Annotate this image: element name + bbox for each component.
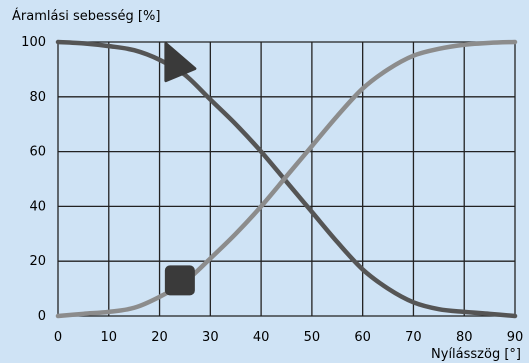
x-tick-label: 10 <box>101 330 118 345</box>
x-tick-label: 0 <box>54 330 62 345</box>
x-tick-label: 20 <box>151 330 168 345</box>
square-marker <box>164 265 195 296</box>
series-lines <box>55 39 518 319</box>
y-tick-label: 20 <box>29 254 46 269</box>
series-markers <box>164 42 197 296</box>
y-tick-label: 80 <box>29 90 46 105</box>
y-tick-label: 100 <box>21 35 46 50</box>
series-line-1 <box>55 39 518 319</box>
x-tick-label: 90 <box>507 330 524 345</box>
grid <box>57 41 516 317</box>
y-tick-label: 60 <box>29 145 46 160</box>
y-tick-label: 0 <box>38 309 46 324</box>
x-tick-label: 70 <box>405 330 422 345</box>
x-tick-label: 40 <box>253 330 270 345</box>
series-line-2 <box>55 39 518 319</box>
triangle-marker <box>164 42 197 83</box>
tick-labels: 0 10 20 30 40 50 60 70 80 90 0 20 40 60 80 100 <box>21 35 523 345</box>
x-tick-label: 80 <box>456 330 473 345</box>
x-tick-label: 30 <box>202 330 219 345</box>
y-axis-label: Áramlási sebesség [%] <box>12 8 160 24</box>
x-axis-label: Nyílásszög [°] <box>431 347 521 362</box>
x-tick-label: 60 <box>354 330 371 345</box>
x-tick-label: 50 <box>304 330 321 345</box>
y-tick-label: 40 <box>29 199 46 214</box>
